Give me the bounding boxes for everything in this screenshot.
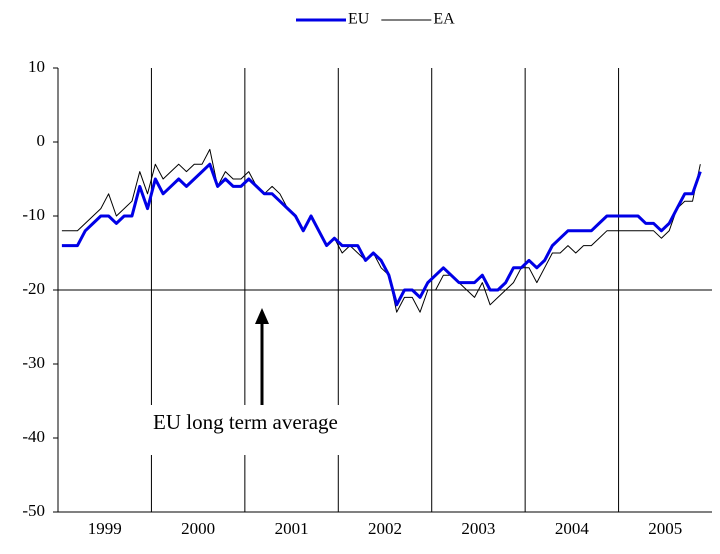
legend: EU EA bbox=[296, 11, 455, 28]
y-tick-label: -50 bbox=[22, 501, 45, 520]
y-tick-label: 10 bbox=[28, 57, 45, 76]
legend-label: EA bbox=[433, 11, 455, 28]
y-tick-label: -20 bbox=[22, 279, 45, 298]
y-tick-label: 0 bbox=[37, 131, 46, 150]
y-tick-label: -30 bbox=[22, 353, 45, 372]
x-tick-label: 2004 bbox=[555, 519, 590, 538]
x-tick-label: 2002 bbox=[368, 519, 402, 538]
legend-label: EU bbox=[348, 11, 370, 28]
arrow-head bbox=[255, 308, 269, 324]
x-tick-label: 1999 bbox=[88, 519, 122, 538]
y-tick-label: -40 bbox=[22, 427, 45, 446]
series-line bbox=[61, 162, 702, 307]
y-tick-label: -10 bbox=[22, 205, 45, 224]
x-tick-label: 2000 bbox=[181, 519, 215, 538]
x-tick-label: 2003 bbox=[461, 519, 495, 538]
annotation: EU long term average bbox=[153, 410, 338, 434]
annotation-backing bbox=[140, 405, 390, 455]
series-line bbox=[61, 148, 701, 313]
x-tick-label: 2001 bbox=[275, 519, 309, 538]
x-tick-label: 2005 bbox=[648, 519, 682, 538]
